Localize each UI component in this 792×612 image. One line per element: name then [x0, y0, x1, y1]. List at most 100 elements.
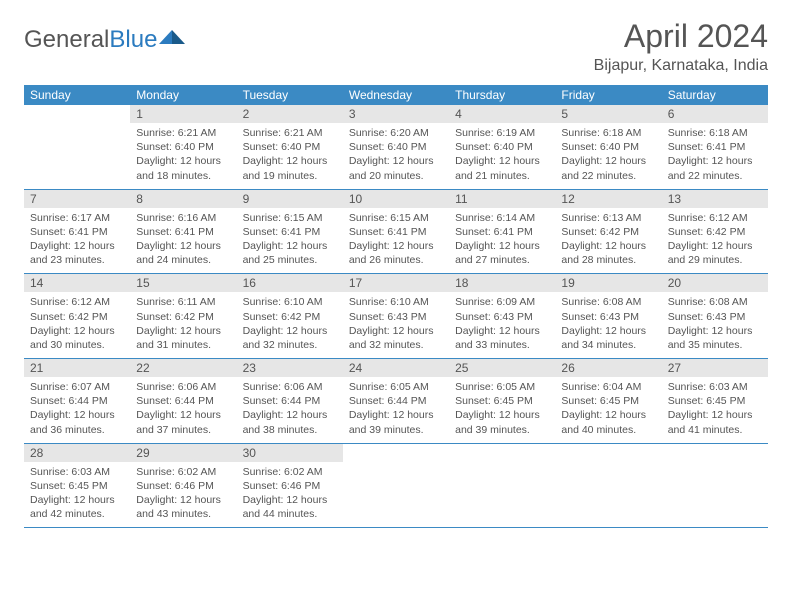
sunset-line: Sunset: 6:44 PM: [349, 394, 443, 408]
day-body: Sunrise: 6:11 AMSunset: 6:42 PMDaylight:…: [130, 292, 236, 358]
day-body: Sunrise: 6:09 AMSunset: 6:43 PMDaylight:…: [449, 292, 555, 358]
logo-mark-icon: [159, 28, 185, 53]
calendar-cell: 27Sunrise: 6:03 AMSunset: 6:45 PMDayligh…: [662, 359, 768, 444]
calendar-cell: 30Sunrise: 6:02 AMSunset: 6:46 PMDayligh…: [237, 443, 343, 528]
sunrise-line: Sunrise: 6:09 AM: [455, 295, 549, 309]
calendar-cell: 25Sunrise: 6:05 AMSunset: 6:45 PMDayligh…: [449, 359, 555, 444]
day-body: Sunrise: 6:08 AMSunset: 6:43 PMDaylight:…: [555, 292, 661, 358]
sunrise-line: Sunrise: 6:08 AM: [668, 295, 762, 309]
daylight-line: Daylight: 12 hours and 40 minutes.: [561, 408, 655, 436]
calendar-cell: 8Sunrise: 6:16 AMSunset: 6:41 PMDaylight…: [130, 189, 236, 274]
day-body: Sunrise: 6:20 AMSunset: 6:40 PMDaylight:…: [343, 123, 449, 189]
daylight-line: Daylight: 12 hours and 27 minutes.: [455, 239, 549, 267]
sunrise-line: Sunrise: 6:02 AM: [243, 465, 337, 479]
daylight-line: Daylight: 12 hours and 32 minutes.: [349, 324, 443, 352]
sunrise-line: Sunrise: 6:14 AM: [455, 211, 549, 225]
day-header-wednesday: Wednesday: [343, 85, 449, 105]
sunrise-line: Sunrise: 6:03 AM: [30, 465, 124, 479]
calendar-cell: 16Sunrise: 6:10 AMSunset: 6:42 PMDayligh…: [237, 274, 343, 359]
day-number: 20: [662, 274, 768, 292]
day-header-friday: Friday: [555, 85, 661, 105]
daylight-line: Daylight: 12 hours and 25 minutes.: [243, 239, 337, 267]
logo: GeneralBlue: [24, 26, 185, 54]
daylight-line: Daylight: 12 hours and 31 minutes.: [136, 324, 230, 352]
daylight-line: Daylight: 12 hours and 18 minutes.: [136, 154, 230, 182]
sunrise-line: Sunrise: 6:19 AM: [455, 126, 549, 140]
sunrise-line: Sunrise: 6:12 AM: [30, 295, 124, 309]
sunset-line: Sunset: 6:45 PM: [561, 394, 655, 408]
day-number: 2: [237, 105, 343, 123]
daylight-line: Daylight: 12 hours and 44 minutes.: [243, 493, 337, 521]
logo-word1: General: [24, 26, 109, 53]
daylight-line: Daylight: 12 hours and 41 minutes.: [668, 408, 762, 436]
calendar-cell: .: [449, 443, 555, 528]
calendar-cell: 29Sunrise: 6:02 AMSunset: 6:46 PMDayligh…: [130, 443, 236, 528]
sunrise-line: Sunrise: 6:15 AM: [243, 211, 337, 225]
sunrise-line: Sunrise: 6:17 AM: [30, 211, 124, 225]
calendar-cell: 20Sunrise: 6:08 AMSunset: 6:43 PMDayligh…: [662, 274, 768, 359]
sunset-line: Sunset: 6:41 PM: [349, 225, 443, 239]
daylight-line: Daylight: 12 hours and 24 minutes.: [136, 239, 230, 267]
day-body: Sunrise: 6:15 AMSunset: 6:41 PMDaylight:…: [237, 208, 343, 274]
sunrise-line: Sunrise: 6:15 AM: [349, 211, 443, 225]
day-number: 27: [662, 359, 768, 377]
sunset-line: Sunset: 6:40 PM: [349, 140, 443, 154]
day-body: Sunrise: 6:03 AMSunset: 6:45 PMDaylight:…: [24, 462, 130, 528]
day-number: 5: [555, 105, 661, 123]
day-body: Sunrise: 6:08 AMSunset: 6:43 PMDaylight:…: [662, 292, 768, 358]
day-number: 3: [343, 105, 449, 123]
title-block: April 2024 Bijapur, Karnataka, India: [594, 18, 768, 75]
calendar-body: .1Sunrise: 6:21 AMSunset: 6:40 PMDayligh…: [24, 105, 768, 528]
day-number: 30: [237, 444, 343, 462]
sunrise-line: Sunrise: 6:11 AM: [136, 295, 230, 309]
day-body: Sunrise: 6:06 AMSunset: 6:44 PMDaylight:…: [237, 377, 343, 443]
day-number: 12: [555, 190, 661, 208]
sunset-line: Sunset: 6:43 PM: [349, 310, 443, 324]
daylight-line: Daylight: 12 hours and 23 minutes.: [30, 239, 124, 267]
day-of-week-row: SundayMondayTuesdayWednesdayThursdayFrid…: [24, 85, 768, 105]
day-header-saturday: Saturday: [662, 85, 768, 105]
sunset-line: Sunset: 6:45 PM: [30, 479, 124, 493]
daylight-line: Daylight: 12 hours and 32 minutes.: [243, 324, 337, 352]
calendar-cell: 17Sunrise: 6:10 AMSunset: 6:43 PMDayligh…: [343, 274, 449, 359]
day-number: 8: [130, 190, 236, 208]
day-number: 13: [662, 190, 768, 208]
calendar-cell: 9Sunrise: 6:15 AMSunset: 6:41 PMDaylight…: [237, 189, 343, 274]
sunset-line: Sunset: 6:43 PM: [455, 310, 549, 324]
day-body: Sunrise: 6:14 AMSunset: 6:41 PMDaylight:…: [449, 208, 555, 274]
daylight-line: Daylight: 12 hours and 19 minutes.: [243, 154, 337, 182]
daylight-line: Daylight: 12 hours and 34 minutes.: [561, 324, 655, 352]
day-header-tuesday: Tuesday: [237, 85, 343, 105]
day-number: 4: [449, 105, 555, 123]
day-body: Sunrise: 6:18 AMSunset: 6:41 PMDaylight:…: [662, 123, 768, 189]
calendar-cell: 7Sunrise: 6:17 AMSunset: 6:41 PMDaylight…: [24, 189, 130, 274]
day-body: Sunrise: 6:13 AMSunset: 6:42 PMDaylight:…: [555, 208, 661, 274]
calendar-row: .1Sunrise: 6:21 AMSunset: 6:40 PMDayligh…: [24, 105, 768, 189]
sunrise-line: Sunrise: 6:02 AM: [136, 465, 230, 479]
location: Bijapur, Karnataka, India: [594, 57, 768, 75]
sunrise-line: Sunrise: 6:03 AM: [668, 380, 762, 394]
calendar-cell: .: [343, 443, 449, 528]
day-header-sunday: Sunday: [24, 85, 130, 105]
calendar-table: SundayMondayTuesdayWednesdayThursdayFrid…: [24, 85, 768, 528]
sunset-line: Sunset: 6:44 PM: [136, 394, 230, 408]
calendar-cell: 28Sunrise: 6:03 AMSunset: 6:45 PMDayligh…: [24, 443, 130, 528]
daylight-line: Daylight: 12 hours and 35 minutes.: [668, 324, 762, 352]
daylight-line: Daylight: 12 hours and 22 minutes.: [561, 154, 655, 182]
calendar-cell: .: [555, 443, 661, 528]
day-body: Sunrise: 6:05 AMSunset: 6:45 PMDaylight:…: [449, 377, 555, 443]
daylight-line: Daylight: 12 hours and 33 minutes.: [455, 324, 549, 352]
day-body: Sunrise: 6:18 AMSunset: 6:40 PMDaylight:…: [555, 123, 661, 189]
day-body: Sunrise: 6:12 AMSunset: 6:42 PMDaylight:…: [662, 208, 768, 274]
sunset-line: Sunset: 6:41 PM: [668, 140, 762, 154]
day-number: 6: [662, 105, 768, 123]
sunset-line: Sunset: 6:42 PM: [243, 310, 337, 324]
sunrise-line: Sunrise: 6:10 AM: [349, 295, 443, 309]
calendar-row: 21Sunrise: 6:07 AMSunset: 6:44 PMDayligh…: [24, 359, 768, 444]
calendar-row: 28Sunrise: 6:03 AMSunset: 6:45 PMDayligh…: [24, 443, 768, 528]
sunset-line: Sunset: 6:42 PM: [668, 225, 762, 239]
sunrise-line: Sunrise: 6:08 AM: [561, 295, 655, 309]
daylight-line: Daylight: 12 hours and 30 minutes.: [30, 324, 124, 352]
sunset-line: Sunset: 6:41 PM: [243, 225, 337, 239]
day-body: Sunrise: 6:02 AMSunset: 6:46 PMDaylight:…: [237, 462, 343, 528]
